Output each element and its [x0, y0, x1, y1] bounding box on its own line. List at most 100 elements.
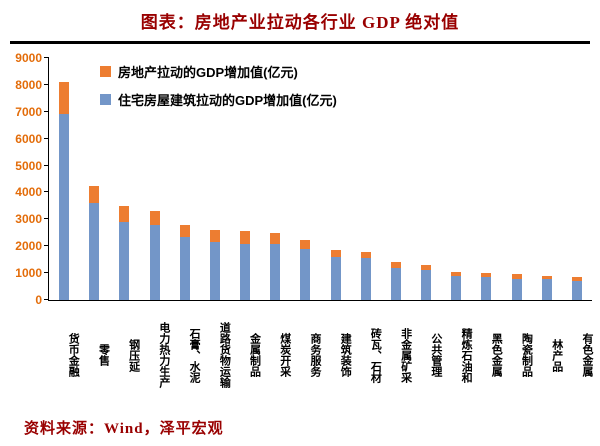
bar-slot	[109, 58, 139, 300]
bar-segment[interactable]	[330, 250, 341, 257]
stacked-bar[interactable]	[209, 230, 220, 300]
stacked-bar[interactable]	[360, 251, 371, 300]
bar-segment[interactable]	[360, 258, 371, 300]
bar-segment[interactable]	[270, 232, 281, 244]
stacked-bar[interactable]	[300, 239, 311, 300]
bar-slot	[471, 58, 501, 300]
bar-segment[interactable]	[119, 205, 130, 223]
bar-segment[interactable]	[421, 265, 432, 271]
bar-segment[interactable]	[572, 277, 582, 282]
bar-slot	[562, 58, 592, 300]
x-axis-category-label: 石膏、水泥	[188, 327, 201, 383]
bar-segment[interactable]	[360, 251, 371, 259]
bar-segment[interactable]	[179, 224, 190, 237]
x-axis-category-label: 有色金属	[580, 333, 593, 377]
bar-segment[interactable]	[149, 211, 160, 225]
bar-segment[interactable]	[209, 230, 220, 243]
bar-segment[interactable]	[390, 267, 401, 300]
bar-segment[interactable]	[390, 262, 401, 268]
bar-segment[interactable]	[300, 248, 311, 300]
stacked-bar[interactable]	[481, 273, 492, 300]
x-axis-category-label: 砖瓦、石材	[369, 327, 382, 383]
bar-segment[interactable]	[240, 243, 251, 300]
bar-segment[interactable]	[451, 271, 462, 276]
stacked-bar[interactable]	[149, 211, 160, 300]
bar-segment[interactable]	[481, 277, 492, 300]
bar-segment[interactable]	[59, 82, 70, 115]
bar-slot	[200, 58, 230, 300]
x-axis-category-label: 电力热力生产	[157, 322, 170, 388]
stacked-bar[interactable]	[330, 250, 341, 300]
y-axis-tick-mark	[44, 137, 49, 139]
stacked-bar[interactable]	[451, 271, 462, 300]
bar-chart: 0 1000 2000 3000 4000 5000 6000 7000 8000 9000 货币…	[0, 51, 600, 405]
bar-segment[interactable]	[270, 243, 281, 300]
bar-segment[interactable]	[511, 278, 522, 300]
bar-slot	[532, 58, 562, 300]
stacked-bar[interactable]	[59, 82, 70, 300]
y-axis-tick-mark	[44, 57, 49, 58]
bar-segment[interactable]	[511, 274, 522, 279]
stacked-bar[interactable]	[541, 275, 552, 300]
stacked-bar[interactable]	[421, 265, 432, 300]
y-axis-tick-label: 4000	[15, 185, 42, 200]
bar-segment[interactable]	[209, 242, 220, 300]
bar-segment[interactable]	[330, 256, 341, 300]
legend-item-real-estate[interactable]: 房地产拉动的GDP增加值(亿元)	[100, 62, 337, 81]
x-axis-category-label: 林产品	[550, 338, 563, 372]
plot-row: 0 1000 2000 3000 4000 5000 6000 7000 8000 9000	[0, 51, 600, 307]
y-axis-tick-label: 2000	[15, 239, 42, 254]
legend-label: 住宅房屋建筑拉动的GDP增加值(亿元)	[118, 93, 337, 108]
y-axis-tick-mark	[44, 83, 49, 85]
x-axis-category-label: 金属制品	[248, 333, 261, 377]
bar-slot	[441, 58, 471, 300]
x-axis-category-label: 煤炭开采	[278, 333, 291, 377]
bar-segment[interactable]	[541, 275, 552, 280]
stacked-bar[interactable]	[511, 274, 522, 300]
bar-segment[interactable]	[59, 114, 70, 300]
y-axis-tick-mark	[44, 299, 49, 300]
bar-segment[interactable]	[541, 279, 552, 300]
y-axis-tick-mark	[44, 164, 49, 166]
x-axis-category-label: 精炼石油和	[460, 327, 473, 383]
x-axis-category-label: 零售	[97, 344, 110, 366]
stacked-bar[interactable]	[89, 185, 100, 300]
bar-slot	[49, 58, 79, 300]
bar-segment[interactable]	[481, 273, 492, 278]
bar-slot	[260, 58, 290, 300]
y-axis-tick-label: 5000	[15, 158, 42, 173]
legend-swatch-orange-icon	[100, 66, 111, 77]
legend-item-residential-construction[interactable]: 住宅房屋建筑拉动的GDP增加值(亿元)	[100, 90, 337, 109]
bar-segment[interactable]	[89, 185, 100, 204]
stacked-bar[interactable]	[572, 277, 582, 300]
stacked-bar[interactable]	[240, 231, 251, 300]
stacked-bar[interactable]	[270, 232, 281, 300]
bar-segment[interactable]	[421, 270, 432, 300]
bar-segment[interactable]	[240, 231, 251, 244]
stacked-bar[interactable]	[390, 262, 401, 300]
bar-segment[interactable]	[89, 203, 100, 300]
bar-segment[interactable]	[572, 281, 582, 300]
bar-segment[interactable]	[451, 275, 462, 300]
bar-segment[interactable]	[179, 236, 190, 300]
bar-slot	[502, 58, 532, 300]
bar-slot	[290, 58, 320, 300]
y-axis-tick-label: 6000	[15, 131, 42, 146]
bar-slot	[230, 58, 260, 300]
bar-segment[interactable]	[119, 222, 130, 300]
y-axis-tick-mark	[44, 191, 49, 193]
bar-segment[interactable]	[149, 224, 160, 300]
bar-slot	[381, 58, 411, 300]
y-axis-tick-mark	[44, 272, 49, 274]
stacked-bar[interactable]	[179, 224, 190, 300]
x-axis-category-label: 商务服务	[308, 333, 321, 377]
legend-label: 房地产拉动的GDP增加值(亿元)	[118, 65, 298, 80]
stacked-bar[interactable]	[119, 205, 130, 300]
bar-segment[interactable]	[300, 239, 311, 249]
bar-slot	[140, 58, 170, 300]
title-divider	[10, 41, 590, 44]
bar-slot	[351, 58, 381, 300]
y-axis-tick-label: 8000	[15, 77, 42, 92]
chart-title: 图表：房地产业拉动各行业 GDP 绝对值	[140, 13, 460, 32]
x-axis-category-label: 建筑装饰	[339, 333, 352, 377]
